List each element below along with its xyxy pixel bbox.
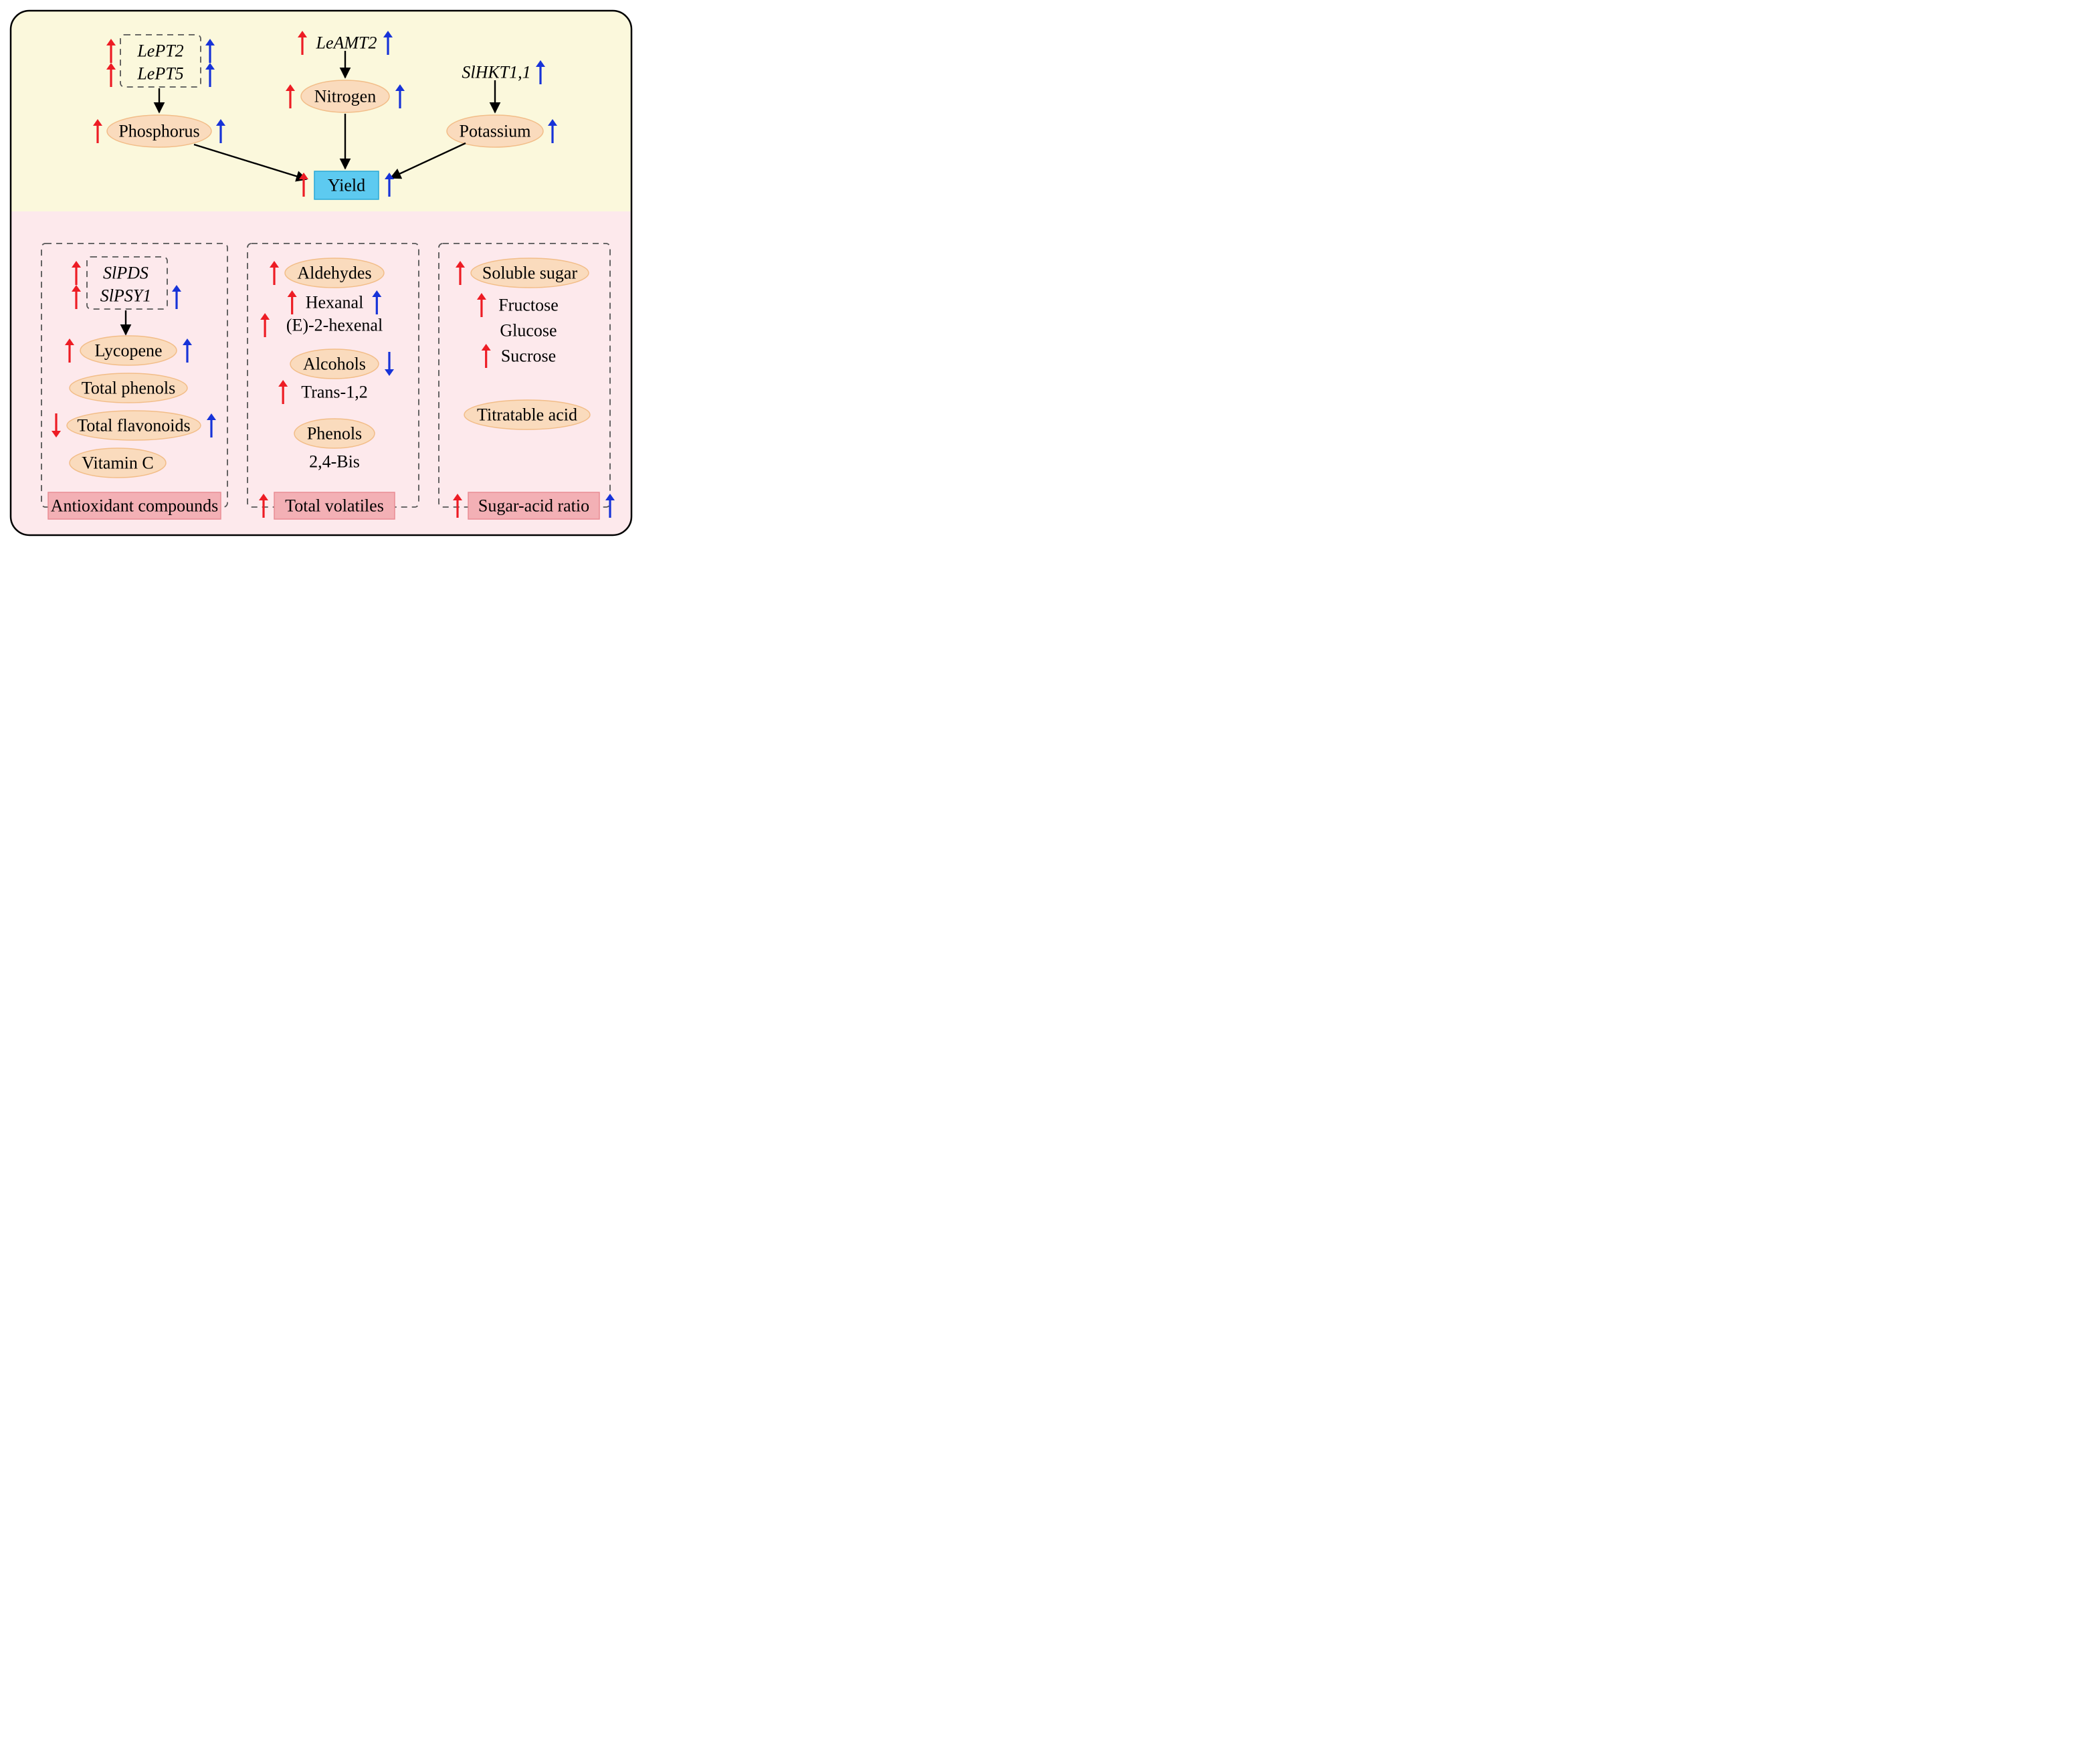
volatiles-item-1-label: Hexanal bbox=[306, 293, 364, 312]
sugar-item-4-label: Titratable acid bbox=[477, 405, 577, 425]
sugar-item-2-label: Glucose bbox=[500, 321, 557, 340]
antioxidant-footer-label: Antioxidant compounds bbox=[51, 496, 219, 516]
yield-label: Yield bbox=[328, 176, 365, 195]
sugar-footer-label: Sugar-acid ratio bbox=[478, 496, 589, 516]
volatiles-item-0-label: Aldehydes bbox=[297, 264, 371, 283]
volatiles-item-3-label: Alcohols bbox=[303, 355, 366, 374]
antioxidant-item-3-label: Vitamin C bbox=[82, 454, 154, 473]
sugar-item-3-label: Sucrose bbox=[501, 347, 556, 366]
gene-lept-0: LePT2 bbox=[136, 41, 183, 61]
antioxidant-item-2-label: Total flavonoids bbox=[77, 416, 190, 435]
volatiles-item-6-label: 2,4-Bis bbox=[309, 452, 360, 472]
potassium-label: Potassium bbox=[460, 122, 531, 141]
volatiles-item-2-label: (E)-2-hexenal bbox=[286, 316, 383, 335]
volatiles-item-5-label: Phenols bbox=[307, 424, 362, 444]
nitrogen-label: Nitrogen bbox=[314, 87, 376, 106]
antioxidant-gene-1: SlPSY1 bbox=[100, 286, 152, 306]
gene-lept-1: LePT5 bbox=[136, 64, 183, 84]
volatiles-footer-label: Total volatiles bbox=[285, 496, 384, 516]
sugar-item-1-label: Fructose bbox=[498, 296, 559, 315]
sugar-item-0-label: Soluble sugar bbox=[482, 264, 578, 283]
antioxidant-item-0-label: Lycopene bbox=[94, 341, 162, 361]
gene-slhkt11: SlHKT1,1 bbox=[462, 63, 530, 82]
gene-leamt2: LeAMT2 bbox=[316, 33, 377, 53]
antioxidant-gene-0: SlPDS bbox=[103, 264, 149, 283]
phosphorus-label: Phosphorus bbox=[118, 122, 199, 141]
antioxidant-item-1-label: Total phenols bbox=[82, 379, 175, 398]
volatiles-item-4-label: Trans-1,2 bbox=[301, 383, 367, 402]
